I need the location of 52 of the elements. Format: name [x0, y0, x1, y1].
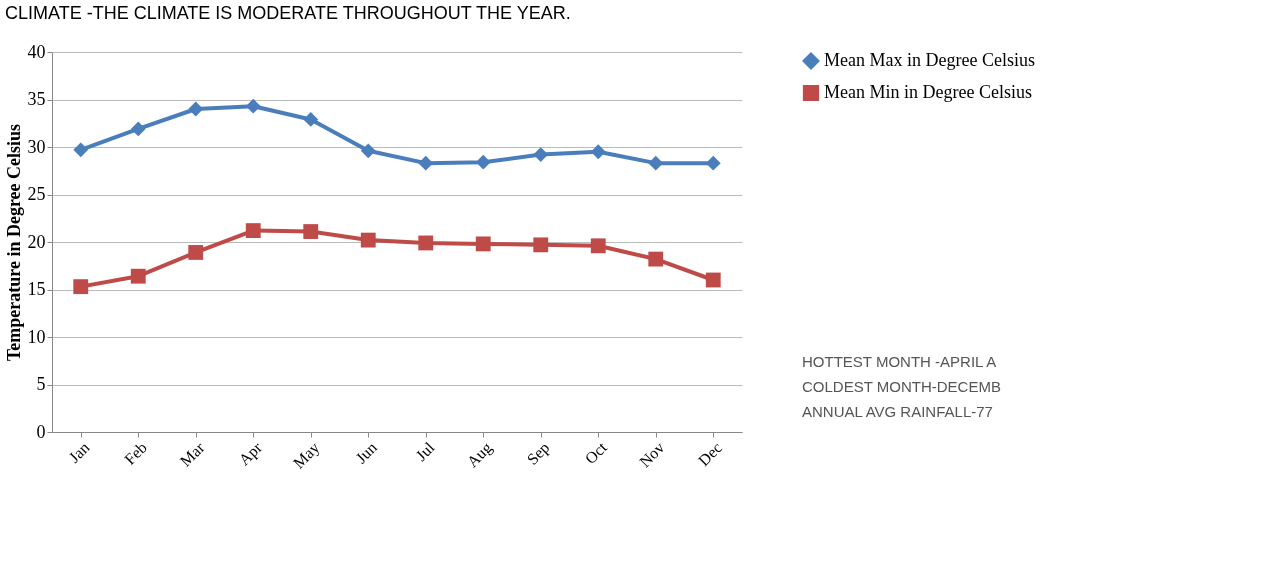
point — [648, 251, 664, 267]
y-tick-label: 5 — [36, 374, 46, 394]
y-axis-title: Temperature in Degree Celsius — [3, 123, 24, 362]
text: ANNUAL AVG RAINFALL-77 — [802, 403, 993, 420]
text: HOTTEST MONTH -APRIL A — [802, 353, 997, 370]
point — [590, 144, 606, 160]
y-tick-label: 0 — [36, 421, 46, 442]
point — [533, 237, 549, 253]
chart-title: CLIMATE -THE CLIMATE IS MODERATE THROUGHOUT THE YEAR. — [5, 3, 571, 23]
x-tick-label: Sep — [523, 438, 554, 469]
point — [475, 236, 491, 252]
point — [590, 238, 606, 254]
point — [533, 147, 549, 163]
x-tick-label: Aug — [463, 438, 496, 472]
point — [705, 272, 721, 288]
x-tick-label: Nov — [636, 438, 668, 471]
point — [360, 232, 376, 248]
x-tick-label: Jun — [352, 438, 381, 467]
text: COLDEST MONTH-DECEMB — [802, 378, 1001, 395]
point — [73, 142, 89, 158]
x-tick-label: Oct — [581, 438, 611, 468]
x-tick-label: Dec — [694, 438, 726, 470]
x-tick-label: Feb — [121, 438, 151, 468]
x-tick-label: Apr — [235, 438, 267, 470]
point — [245, 98, 261, 114]
point — [188, 245, 204, 260]
x-tick-label: May — [289, 438, 324, 473]
y-tick-label: 25 — [27, 184, 46, 204]
point — [705, 155, 721, 171]
y-tick-label: 40 — [27, 41, 46, 62]
y-tick-label: 20 — [27, 231, 46, 252]
point — [130, 121, 146, 137]
x-tick-label: Mar — [176, 438, 209, 470]
point — [73, 279, 89, 295]
point — [360, 143, 376, 159]
legend-label: Mean Max in Degree Celsius — [824, 50, 1035, 70]
point — [475, 154, 491, 170]
point — [648, 155, 664, 171]
legend-label: Mean Min in Degree Celsius — [824, 82, 1032, 102]
point — [303, 224, 319, 239]
y-tick-label: 35 — [27, 89, 46, 109]
point — [130, 268, 146, 284]
point — [418, 235, 434, 251]
point — [303, 112, 319, 127]
point — [188, 101, 204, 117]
y-tick-label: 15 — [27, 279, 46, 299]
x-tick-label: Jul — [412, 438, 438, 465]
point — [245, 223, 261, 239]
x-tick-label: Jan — [65, 438, 93, 466]
y-tick-label: 10 — [27, 326, 46, 347]
y-tick-label: 30 — [27, 136, 46, 157]
point — [418, 155, 434, 171]
